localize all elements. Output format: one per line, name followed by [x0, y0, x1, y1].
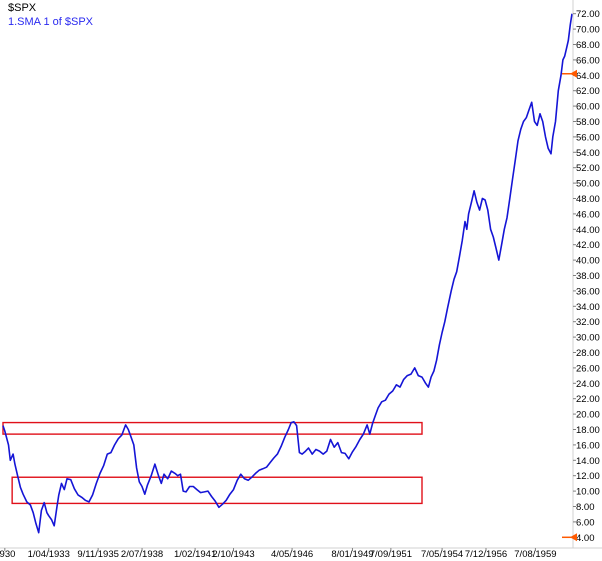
y-tick-label: 38.00: [576, 271, 600, 282]
x-tick-label: 8/01/1949: [331, 549, 373, 560]
y-tick-label: 70.00: [576, 25, 600, 36]
annotation-boxes: [2, 421, 423, 505]
y-axis: 4.00 6.00 8.00 10.00 12.00 14.00 16.00 18.00 20.…: [572, 0, 600, 548]
x-tick-label: 2/07/1938: [121, 549, 163, 560]
x-tick-label: 7/09/1951: [370, 549, 412, 560]
x-tick-label: 2/10/1943: [212, 549, 254, 560]
y-tick-label: 28.00: [576, 348, 600, 359]
x-tick-label: 1/04/1933: [28, 549, 70, 560]
y-tick-label: 12.00: [576, 471, 600, 482]
y-tick-label: 8.00: [576, 502, 595, 513]
y-tick-label: 42.00: [576, 240, 600, 251]
y-tick-label: 4.00: [576, 533, 595, 544]
y-tick-label: 24.00: [576, 379, 600, 390]
x-tick-label: 7/08/1959: [514, 549, 556, 560]
y-tick-label: 60.00: [576, 102, 600, 113]
y-tick-label: 18.00: [576, 425, 600, 436]
annotation-box-1: [2, 421, 423, 435]
price-marker-arrow: [570, 533, 577, 542]
y-tick-label: 62.00: [576, 86, 600, 97]
y-tick-label: 10.00: [576, 487, 600, 498]
y-tick-label: 66.00: [576, 55, 600, 66]
y-tick-label: 22.00: [576, 394, 600, 405]
y-tick-label: 54.00: [576, 148, 600, 159]
y-tick-label: 68.00: [576, 40, 600, 51]
series-label: 1.SMA 1 of $SPX: [8, 16, 93, 28]
x-tick-label: 1/02/1941: [174, 549, 216, 560]
y-tick-label: 52.00: [576, 163, 600, 174]
chart-symbol-label: $SPX: [8, 2, 37, 14]
y-tick-label: 56.00: [576, 132, 600, 143]
price-markers: [562, 69, 577, 542]
x-tick-label: 9/11/1935: [77, 549, 119, 560]
y-tick-label: 30.00: [576, 333, 600, 344]
y-tick-label: 32.00: [576, 317, 600, 328]
y-tick-label: 40.00: [576, 256, 600, 267]
y-tick-label: 50.00: [576, 179, 600, 190]
y-tick-label: 64.00: [576, 71, 600, 82]
y-tick-label: 44.00: [576, 225, 600, 236]
y-tick-label: 72.00: [576, 9, 600, 20]
price-marker-arrow: [570, 69, 577, 78]
y-tick-label: 6.00: [576, 517, 595, 528]
y-tick-label: 58.00: [576, 117, 600, 128]
y-tick-label: 20.00: [576, 410, 600, 421]
x-tick-label: 4/05/1946: [271, 549, 313, 560]
y-tick-label: 14.00: [576, 456, 600, 467]
series-line-1: [2, 13, 573, 534]
y-tick-label: 48.00: [576, 194, 600, 205]
y-tick-label: 46.00: [576, 209, 600, 220]
x-tick-label: 1930: [0, 549, 15, 560]
x-tick-label: 7/12/1956: [465, 549, 507, 560]
series-layer: [2, 13, 573, 534]
x-tick-label: 7/05/1954: [421, 549, 463, 560]
y-tick-label: 16.00: [576, 440, 600, 451]
y-tick-label: 34.00: [576, 302, 600, 313]
annotation-box-2: [11, 476, 423, 505]
y-tick-label: 26.00: [576, 363, 600, 374]
y-tick-label: 36.00: [576, 286, 600, 297]
